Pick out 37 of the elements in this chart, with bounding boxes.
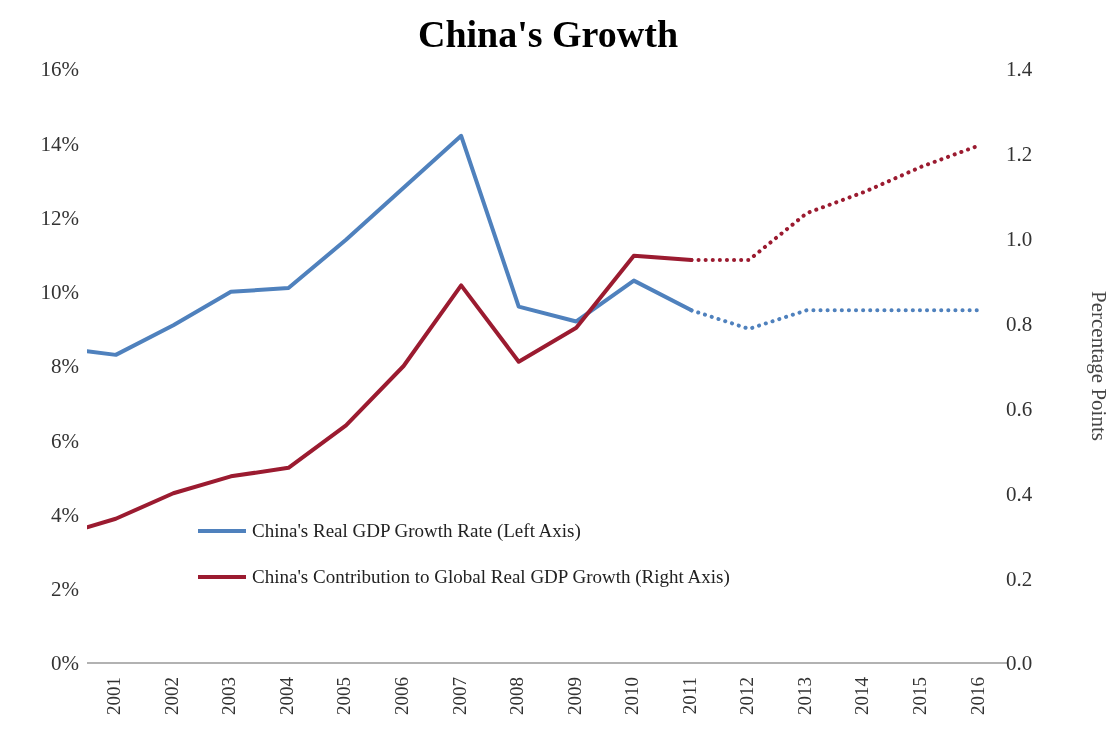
y-tick-label: 0% xyxy=(51,651,79,676)
y2-tick-label: 0.6 xyxy=(1006,396,1033,421)
y2-tick-label: 1.2 xyxy=(1006,142,1033,167)
y2-tick-label: 0.8 xyxy=(1006,312,1033,337)
x-tick-label: 2009 xyxy=(563,677,585,715)
y2-tick-label: 1.4 xyxy=(1006,57,1033,82)
legend-label: China's Real GDP Growth Rate (Left Axis) xyxy=(252,520,581,542)
x-tick-label: 2013 xyxy=(793,677,815,715)
x-tick-label: 2012 xyxy=(736,677,758,715)
y-tick-label: 6% xyxy=(51,428,79,453)
x-tick-label: 2011 xyxy=(678,677,700,715)
x-tick-label: 2007 xyxy=(448,677,470,715)
y-tick-label: 12% xyxy=(40,205,79,230)
x-tick-label: 2001 xyxy=(103,677,125,715)
y2-tick-label: 1.0 xyxy=(1006,227,1033,252)
x-tick-label: 2004 xyxy=(275,676,297,715)
x-tick-label: 2002 xyxy=(160,677,182,715)
y-tick-label: 14% xyxy=(40,131,79,156)
x-tick-label: 2003 xyxy=(218,677,240,715)
chart-title: China's Growth xyxy=(416,12,680,56)
x-tick-label: 2014 xyxy=(851,676,873,715)
x-tick-label: 2008 xyxy=(506,677,528,715)
y-tick-label: 16% xyxy=(40,57,79,82)
y-tick-label: 2% xyxy=(51,577,79,602)
y2-axis-title: Percentage Points xyxy=(1086,291,1111,441)
y-tick-label: 10% xyxy=(40,280,79,305)
x-tick-label: 2010 xyxy=(621,677,643,715)
y-tick-label: 4% xyxy=(51,502,79,527)
x-tick-label: 2006 xyxy=(390,677,412,715)
y2-tick-label: 0.2 xyxy=(1006,566,1033,591)
y-tick-label: 8% xyxy=(51,354,79,379)
legend-label: China's Contribution to Global Real GDP Growth (Right Axis) xyxy=(252,566,730,588)
y2-tick-label: 0.0 xyxy=(1006,651,1033,676)
x-tick-label: 2016 xyxy=(966,677,988,715)
x-tick-label: 2005 xyxy=(333,677,355,715)
y2-tick-label: 0.4 xyxy=(1006,481,1033,506)
x-tick-label: 2015 xyxy=(909,677,931,715)
